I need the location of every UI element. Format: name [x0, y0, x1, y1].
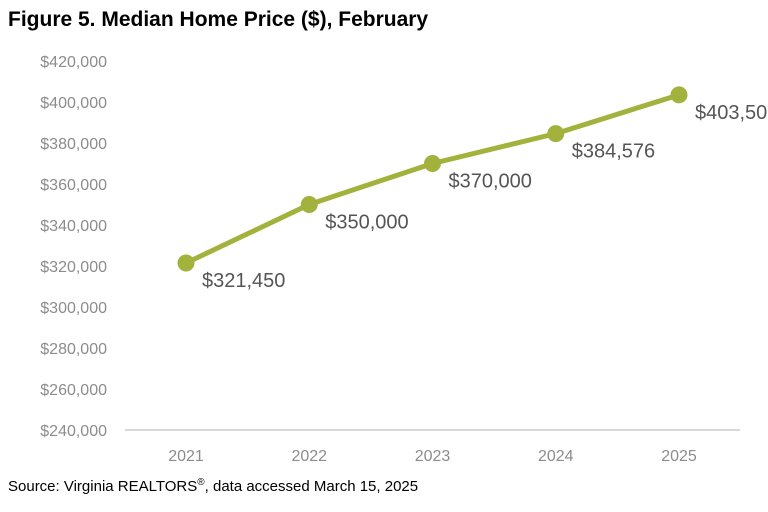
data-label: $403,500 — [695, 102, 768, 124]
y-tick-label: $380,000 — [40, 136, 107, 153]
series-markers — [177, 86, 688, 272]
y-tick-label: $260,000 — [40, 382, 107, 399]
data-point — [670, 86, 688, 104]
series-line — [183, 92, 682, 266]
data-point — [300, 196, 318, 213]
data-point — [547, 125, 565, 143]
data-label: $350,000 — [325, 212, 408, 234]
figure-title: Figure 5. Median Home Price ($), Februar… — [8, 8, 429, 31]
y-tick-label: $420,000 — [40, 54, 107, 71]
y-tick-label: $300,000 — [40, 300, 107, 317]
source-suffix: , data accessed March 15, 2025 — [204, 478, 419, 495]
data-label: $370,000 — [449, 171, 532, 193]
data-label: $384,576 — [572, 141, 655, 163]
data-labels: $321,450 $350,000 $370,000 $384,576 $403,500 — [202, 102, 768, 292]
y-tick-label: $240,000 — [40, 423, 107, 440]
x-tick-label: 2023 — [415, 448, 451, 465]
y-tick-label: $400,000 — [40, 95, 107, 112]
data-point — [177, 254, 195, 272]
y-tick-label: $340,000 — [40, 218, 107, 235]
source-note: Source: Virginia REALTORS®, data accesse… — [8, 477, 418, 495]
y-tick-label: $280,000 — [40, 341, 107, 358]
registered-mark: ® — [197, 477, 205, 488]
x-tick-label: 2025 — [661, 448, 697, 465]
source-prefix: Source: Virginia REALTORS — [8, 478, 198, 495]
y-tick-label: $320,000 — [40, 259, 107, 276]
line-chart: $240,000 $260,000 $280,000 $300,000 $320,000… — [40, 54, 768, 465]
data-point — [424, 155, 441, 172]
y-axis-tick-labels: $240,000 $260,000 $280,000 $300,000 $320,000… — [40, 54, 107, 440]
x-axis-tick-labels: 2021 2022 2023 2024 2025 — [168, 448, 697, 465]
x-tick-label: 2024 — [538, 448, 574, 465]
x-tick-label: 2022 — [291, 448, 327, 465]
y-tick-label: $360,000 — [40, 177, 107, 194]
data-label: $321,450 — [202, 270, 285, 292]
x-tick-label: 2021 — [168, 448, 204, 465]
